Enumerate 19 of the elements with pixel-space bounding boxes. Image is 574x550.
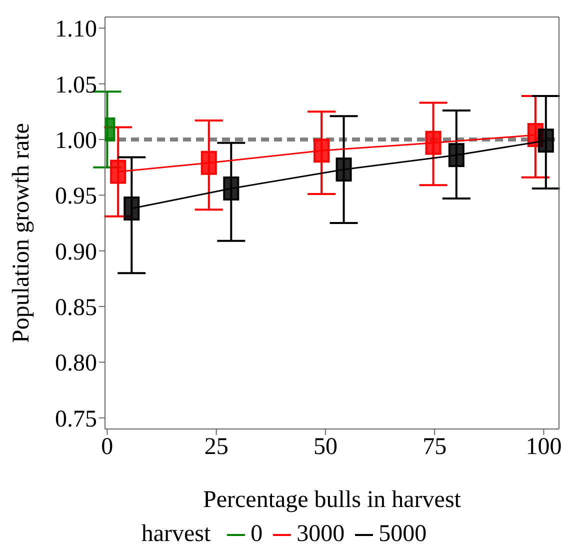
y-tick-label: 1.10 — [55, 16, 97, 43]
x-tick-label: 75 — [422, 434, 447, 460]
legend-label: 0 — [250, 521, 263, 548]
legend-label: 3000 — [296, 521, 345, 548]
legend-title: harvest — [141, 521, 211, 548]
y-tick-label: 0.85 — [55, 295, 97, 322]
y-axis-title: Population growth rate — [8, 123, 35, 343]
y-tick-label: 0.95 — [55, 184, 97, 210]
y-tick-label: 1.05 — [55, 72, 97, 98]
x-tick-label: 50 — [313, 434, 338, 460]
x-tick-label: 100 — [526, 434, 562, 460]
y-tick-label: 0.80 — [55, 350, 97, 377]
x-tick-label: 0 — [101, 434, 114, 460]
legend-label: 5000 — [378, 521, 427, 548]
y-tick-label: 0.90 — [55, 239, 97, 266]
x-axis-title: Percentage bulls in harvest — [203, 487, 462, 513]
x-tick-label: 25 — [204, 434, 228, 460]
y-tick-label: 0.75 — [55, 406, 97, 432]
y-tick-label: 1.00 — [55, 128, 97, 154]
